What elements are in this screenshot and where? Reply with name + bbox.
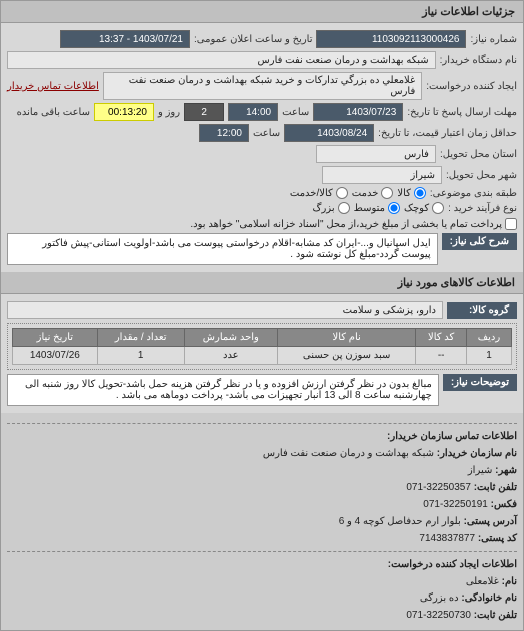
deadline-time-field: 14:00 (228, 103, 278, 121)
days-label: روز و (158, 107, 180, 118)
contact-section: اطلاعات تماس سازمان خریدار: نام سازمان خ… (1, 413, 523, 630)
remaining-label: ساعت باقی مانده (17, 107, 90, 118)
family-label: نام خانوادگی: (461, 593, 517, 604)
province-label: استان محل تحویل: (440, 149, 517, 160)
datetime-label: تاریخ و ساعت اعلان عمومی: (194, 34, 313, 45)
phone2-value: 32250730-071 (406, 610, 471, 621)
packing-khadmat-label: خدمت (352, 188, 379, 199)
main-panel: جزئیات اطلاعات نیاز شماره نیاز: 11030921… (0, 0, 524, 631)
time-label-2: ساعت (253, 128, 280, 139)
deadline-date-field: 1403/07/23 (313, 103, 403, 121)
province-field: فارس (316, 145, 436, 163)
validity-date-field: 1403/08/24 (284, 124, 374, 142)
process-motavaset-label: متوسط (354, 203, 385, 214)
goods-table-wrapper: ردیف کد کالا نام کالا واحد شمارش تعداد /… (7, 323, 517, 370)
desc-text: ایدل اسپانیال و...-ایران کد مشابه-اقلام … (7, 233, 438, 265)
contact-city-value: شیراز (468, 465, 493, 476)
city-field: شیراز (322, 166, 442, 184)
payment-note-label: پرداخت تمام یا بخشی از مبلغ خرید،از محل … (190, 219, 502, 230)
creator-label: ایجاد کننده درخواست: (426, 81, 517, 92)
col-code: کد کالا (416, 329, 467, 347)
postal-label: کد پستی: (478, 533, 517, 544)
packing-kala-label: کالا (397, 188, 411, 199)
packing-kalakhadmat-label: کالا/خدمت (290, 188, 333, 199)
packing-kalakhadmat-checkbox[interactable]: کالا/خدمت (290, 187, 348, 199)
device-field: شبکه بهداشت و درمان صنعت نفت فارس (7, 51, 436, 69)
need-info-section: شماره نیاز: 1103092113000426 تاریخ و ساع… (1, 23, 523, 272)
datetime-field: 1403/07/21 - 13:37 (60, 30, 190, 48)
city-label: شهر محل تحویل: (446, 170, 517, 181)
cell-date: 1403/07/26 (13, 347, 98, 365)
group-field: دارو، پزشکی و سلامت (7, 301, 443, 319)
validity-label: حداقل زمان اعتبار قیمت، تا تاریخ: (378, 128, 517, 139)
deadline-label: مهلت ارسال پاسخ تا تاریخ: (407, 107, 517, 118)
goods-section: گروه کالا: دارو، پزشکی و سلامت ردیف کد ک… (1, 294, 523, 413)
col-date: تاریخ نیاز (13, 329, 98, 347)
time-label-1: ساعت (282, 107, 309, 118)
process-kuchak-label: کوچک (404, 203, 429, 214)
device-label: نام دستگاه خریدار: (440, 55, 517, 66)
notes-text: مبالغ بدون در نظر گرفتن ارزش افزوده و یا… (7, 374, 439, 406)
days-field: 2 (184, 103, 224, 121)
postal-value: 7143837877 (419, 533, 475, 544)
validity-time-field: 12:00 (199, 124, 249, 142)
process-motavaset-checkbox[interactable]: متوسط (354, 202, 400, 214)
cell-row: 1 (466, 347, 511, 365)
org-label: نام سازمان خریدار: (437, 448, 517, 459)
col-name: نام کالا (277, 329, 415, 347)
phone-value: 32250357-071 (406, 482, 471, 493)
cell-unit: عدد (184, 347, 277, 365)
contact-link[interactable]: اطلاعات تماس خریدار (7, 81, 99, 92)
need-number-field: 1103092113000426 (316, 30, 466, 48)
address-label: آدرس پستی: (464, 516, 517, 527)
process-bozorg-checkbox[interactable]: بزرگ (313, 202, 350, 214)
col-row: ردیف (466, 329, 511, 347)
packing-label: طبقه بندی موضوعی: (430, 188, 517, 199)
payment-checkbox[interactable]: پرداخت تمام یا بخشی از مبلغ خرید،از محل … (190, 218, 517, 230)
fax-value: 32250191-071 (423, 499, 488, 510)
process-label: نوع فرآیند خرید : (448, 203, 517, 214)
col-unit: واحد شمارش (184, 329, 277, 347)
cell-name: سبد سوزن پن حسنی (277, 347, 415, 365)
name-label: نام: (502, 576, 517, 587)
process-bozorg-label: بزرگ (313, 203, 335, 214)
packing-khadmat-checkbox[interactable]: خدمت (352, 187, 394, 199)
org-value: شبکه بهداشت و درمان صنعت نفت فارس (263, 448, 434, 459)
panel-header: جزئیات اطلاعات نیاز (1, 1, 523, 23)
contact-header: اطلاعات تماس سازمان خریدار: (387, 431, 517, 442)
goods-table: ردیف کد کالا نام کالا واحد شمارش تعداد /… (12, 328, 512, 365)
cell-qty: 1 (97, 347, 184, 365)
announce-field: غلامعلي ده بزرگي تدارکات و خرید شبکه بهد… (103, 72, 422, 100)
goods-header: اطلاعات کالاهای مورد نیاز (1, 272, 523, 294)
remaining-time-field: 00:13:20 (94, 103, 154, 121)
contact-city-label: شهر: (495, 465, 517, 476)
notes-label: توضیحات نیاز: (443, 374, 517, 391)
address-value: بلوار ارم حدفاصل کوچه 4 و 6 (339, 516, 461, 527)
name-value: غلامعلی (466, 576, 499, 587)
col-qty: تعداد / مقدار (97, 329, 184, 347)
cell-code: -- (416, 347, 467, 365)
phone2-label: تلفن ثابت: (474, 610, 517, 621)
group-label: گروه کالا: (447, 302, 517, 319)
sub-header: اطلاعات ایجاد کننده درخواست: (388, 559, 517, 570)
table-row: 1 -- سبد سوزن پن حسنی عدد 1 1403/07/26 (13, 347, 512, 365)
packing-kala-checkbox[interactable]: کالا (397, 187, 426, 199)
fax-label: فکس: (491, 499, 517, 510)
need-number-label: شماره نیاز: (470, 34, 517, 45)
family-value: ده بزرگی (420, 593, 459, 604)
phone-label: تلفن ثابت: (474, 482, 517, 493)
desc-label: شرح کلی نیاز: (442, 233, 517, 250)
process-kuchak-checkbox[interactable]: کوچک (404, 202, 444, 214)
